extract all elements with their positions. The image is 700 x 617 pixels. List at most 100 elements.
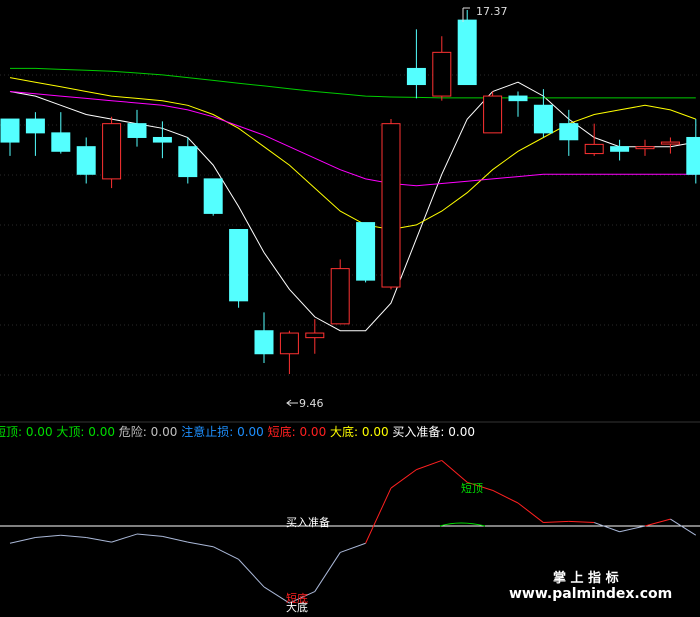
legend-label: 危险:	[115, 424, 151, 439]
legend-value: 0.00	[237, 425, 264, 439]
legend-value: 0.00	[362, 425, 389, 439]
candle	[127, 109, 147, 147]
indicator-segment	[136, 533, 163, 537]
candle-body	[229, 229, 249, 302]
legend-value: 0.00	[26, 425, 53, 439]
candle	[584, 123, 604, 156]
candle	[406, 29, 426, 99]
high-annotation: 17.37	[462, 5, 508, 22]
candle	[457, 10, 477, 86]
legend-label: 注意止损:	[177, 424, 237, 439]
candle	[610, 139, 630, 161]
candle-body	[483, 95, 503, 134]
indicator-segment	[162, 535, 188, 543]
indicator-segment	[212, 546, 239, 560]
indicator-segment	[594, 522, 620, 533]
candle-body	[305, 332, 325, 339]
candle-body	[356, 222, 376, 281]
candle-body	[76, 146, 96, 175]
candle-body	[381, 123, 401, 288]
candle	[686, 119, 700, 184]
candle-body	[457, 19, 477, 86]
moving-average-line	[9, 91, 696, 187]
indicator-segment	[365, 487, 392, 544]
candle	[635, 139, 655, 156]
indicator-segment	[390, 469, 417, 489]
candle	[254, 312, 274, 363]
indicator-segment	[416, 459, 442, 471]
legend-label: 大顶:	[53, 425, 89, 439]
indicator-segment	[263, 586, 290, 604]
candle-body	[102, 123, 122, 180]
indicator-segment	[340, 542, 366, 553]
low-price-label: 9.46	[299, 397, 324, 410]
candle-body	[178, 146, 198, 178]
candle-body	[660, 141, 680, 145]
low-annotation: 9.46	[286, 397, 324, 410]
candle	[305, 319, 325, 354]
candle	[76, 137, 96, 184]
indicator-segment	[289, 591, 316, 604]
candle-body	[203, 178, 223, 214]
legend-value: 0.00	[299, 425, 326, 439]
candles	[0, 10, 700, 374]
candle	[0, 118, 20, 156]
candle	[102, 116, 122, 189]
candle	[660, 137, 680, 154]
indicator-segment	[619, 525, 646, 533]
legend-label: 大底:	[326, 424, 362, 439]
candle-body	[406, 67, 426, 86]
indicator-segment	[314, 552, 341, 592]
candle-body	[152, 136, 172, 143]
candle-body	[533, 104, 553, 134]
candle	[279, 330, 299, 374]
candle	[483, 91, 503, 134]
indicator-segment	[644, 518, 671, 527]
moving-average-line	[9, 81, 696, 332]
candle	[330, 259, 350, 325]
indicator-legend: 短顶: 0.00 大顶: 0.00 危险: 0.00 注意止损: 0.00 短底…	[0, 424, 475, 439]
indicator-segment	[60, 534, 87, 538]
indicator-segment	[9, 537, 36, 544]
moving-average-line	[9, 77, 696, 231]
legend-value: 0.00	[88, 425, 115, 439]
indicator-segment	[568, 520, 595, 524]
candle	[178, 137, 198, 184]
candle	[51, 112, 71, 154]
candle-body	[279, 332, 299, 355]
candle	[508, 91, 528, 117]
legend-value: 0.00	[151, 425, 178, 439]
top-signal-line	[439, 522, 486, 527]
candle-body	[51, 132, 71, 152]
candle	[381, 119, 401, 290]
candle	[432, 36, 452, 101]
candle-body	[635, 146, 655, 150]
candle-body	[686, 136, 700, 175]
legend-label: 买入准备:	[389, 425, 449, 439]
big-bottom-label: 大底	[286, 600, 308, 614]
short-top-label: 短顶	[461, 481, 483, 495]
candle	[152, 121, 172, 159]
legend-value: 0.00	[448, 425, 475, 439]
indicator-segment	[187, 541, 214, 548]
legend-label: 短底:	[264, 424, 300, 439]
moving-average-line	[10, 67, 696, 99]
indicator-segment	[467, 481, 493, 491]
watermark-cn: 掌 上 指 标	[553, 570, 619, 586]
indicator-segment	[35, 534, 61, 538]
watermark-url: www.palmindex.com	[509, 586, 672, 602]
candle	[229, 229, 249, 308]
candle-body	[127, 123, 147, 138]
candle-body	[559, 123, 579, 141]
short-bottom-label: 短底	[286, 591, 308, 605]
candle-body	[508, 95, 528, 102]
indicator-segment	[543, 520, 569, 524]
candle	[203, 178, 223, 216]
candle-body	[610, 146, 630, 152]
candle-body	[584, 143, 604, 155]
candle	[356, 222, 376, 283]
candle-body	[330, 268, 350, 325]
candle-body	[254, 330, 274, 355]
indicator-segment	[441, 460, 468, 483]
